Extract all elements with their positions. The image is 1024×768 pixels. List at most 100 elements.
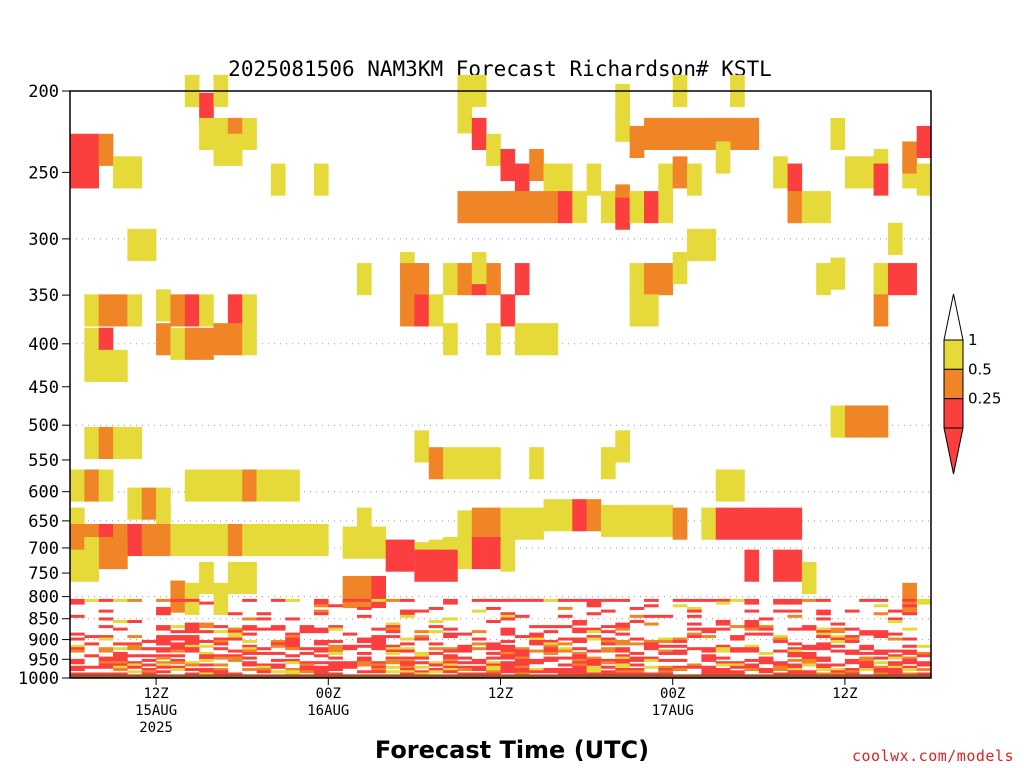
heatmap-cell (586, 601, 602, 605)
heatmap-cell (299, 670, 315, 674)
heatmap-cell (730, 672, 745, 676)
heatmap-cell (227, 649, 243, 653)
heatmap-cell (127, 642, 143, 646)
heatmap-cell (385, 651, 401, 655)
heatmap-cell (471, 647, 487, 651)
heatmap-cell (658, 639, 673, 643)
heatmap-cell (70, 523, 85, 557)
heatmap-cell (227, 323, 243, 356)
heatmap-cell (529, 642, 544, 646)
heatmap-cell (385, 622, 401, 626)
heatmap-cell (227, 658, 243, 662)
heatmap-cell (486, 537, 501, 570)
heatmap-cell (270, 627, 286, 631)
heatmap-cell (141, 487, 157, 520)
heatmap-cell (744, 658, 760, 662)
heatmap-cell (70, 598, 85, 602)
heatmap-cell (715, 668, 731, 672)
heatmap-cell (672, 668, 688, 672)
heatmap-cell (385, 644, 401, 648)
heatmap-cell (170, 642, 186, 646)
heatmap-cell (457, 537, 473, 570)
heatmap-cell (313, 661, 329, 665)
heatmap-cell (744, 625, 760, 629)
heatmap-cell (242, 627, 257, 631)
heatmap-cell (70, 658, 85, 662)
heatmap-cell (873, 661, 889, 665)
heatmap-cell (758, 651, 774, 655)
heatmap-cell (400, 598, 415, 602)
heatmap-cell (486, 670, 501, 674)
heatmap-cell (170, 635, 186, 639)
legend-swatch (943, 368, 964, 400)
heatmap-cell (342, 632, 358, 636)
heatmap-cell (342, 665, 358, 669)
heatmap-cell (687, 163, 702, 196)
heatmap-cell (156, 627, 171, 631)
heatmap-cell (701, 117, 717, 151)
heatmap-cell (98, 656, 114, 660)
heatmap-cell (270, 663, 286, 667)
heatmap-cell (357, 661, 372, 665)
heatmap-cell (787, 663, 803, 667)
heatmap-cell (514, 656, 530, 660)
heatmap-cell (443, 263, 458, 296)
heatmap-cell (586, 499, 602, 532)
heatmap-cell (629, 656, 645, 660)
heatmap-cell (156, 665, 171, 669)
heatmap-cell (859, 630, 874, 634)
heatmap-cell (514, 323, 530, 356)
heatmap-cell (443, 649, 458, 653)
heatmap-cell (486, 263, 501, 296)
heatmap-cell (787, 549, 803, 582)
heatmap-cell (787, 658, 803, 662)
y-tick-label: 650 (28, 512, 59, 532)
heatmap-cell (414, 654, 430, 658)
heatmap-cell (873, 670, 889, 674)
heatmap-cell (414, 672, 430, 676)
heatmap-cell (141, 668, 157, 672)
heatmap-cell (887, 649, 903, 653)
heatmap-cell (572, 630, 587, 634)
heatmap-cell (816, 658, 831, 662)
heatmap-cell (514, 263, 530, 296)
heatmap-cell (572, 639, 587, 643)
heatmap-cell (787, 598, 803, 602)
heatmap-cell (887, 663, 903, 667)
heatmap-cell (400, 609, 415, 613)
heatmap-cell (773, 661, 788, 665)
heatmap-cell (414, 609, 430, 613)
heatmap-cell (844, 670, 860, 674)
heatmap-cell (443, 665, 458, 669)
heatmap-cell (586, 672, 602, 676)
legend-top-arrow (943, 293, 964, 341)
heatmap-cell (658, 665, 673, 669)
heatmap-cell (428, 651, 444, 655)
heatmap-cell (242, 632, 257, 636)
heatmap-cell (400, 661, 415, 665)
heatmap-cell (916, 125, 932, 159)
heatmap-cell (687, 117, 702, 151)
heatmap-cell (270, 644, 286, 648)
heatmap-cell (199, 672, 214, 676)
heatmap-cell (428, 661, 444, 665)
heatmap-cell (156, 642, 171, 646)
heatmap-cell (242, 639, 257, 643)
heatmap-cell (902, 598, 917, 602)
heatmap-cell (428, 447, 444, 480)
heatmap-cell (371, 647, 386, 651)
heatmap-cell (184, 672, 200, 676)
heatmap-cell (801, 670, 817, 674)
heatmap-cell (457, 632, 473, 636)
heatmap-cell (586, 630, 602, 634)
heatmap-cell (701, 672, 717, 676)
heatmap-cell (127, 620, 143, 624)
heatmap-cell (199, 654, 214, 658)
heatmap-cell (313, 665, 329, 669)
heatmap-cell (457, 661, 473, 665)
heatmap-cell (801, 654, 817, 658)
heatmap-cell (600, 598, 616, 602)
heatmap-cell (199, 117, 214, 151)
heatmap-cell (328, 639, 343, 643)
source-credit[interactable]: coolwx.com/models (851, 747, 1014, 765)
